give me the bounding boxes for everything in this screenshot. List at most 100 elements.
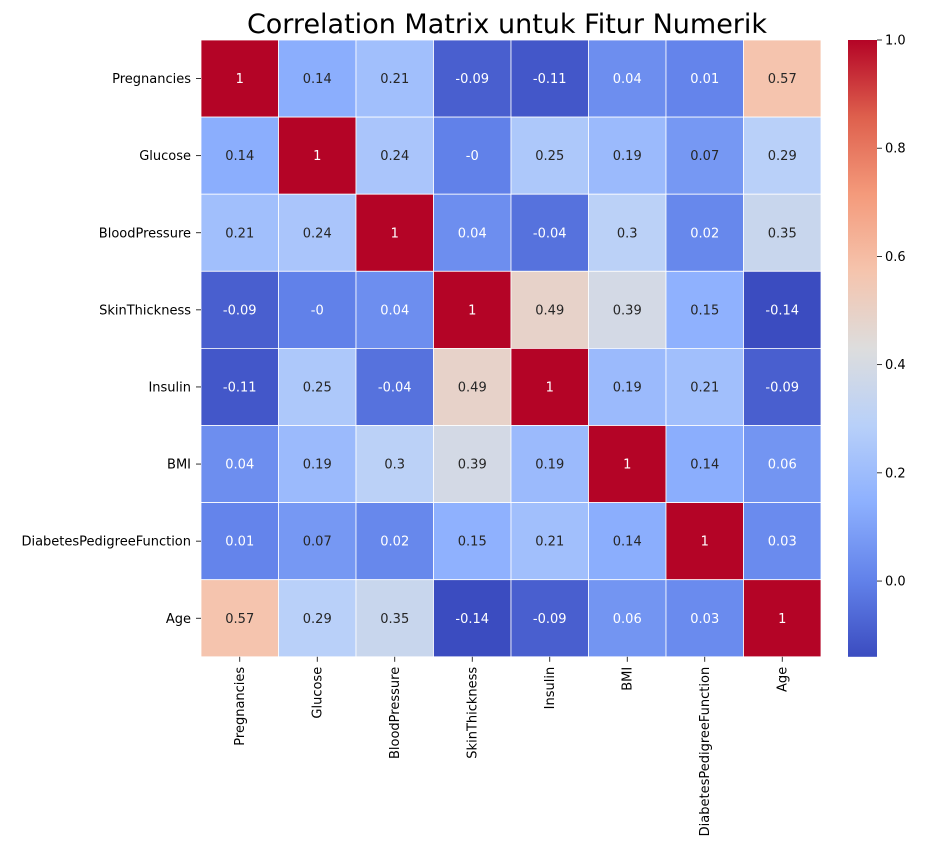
heatmap-cells xyxy=(200,39,822,658)
heatmap-cell-label: 0.04 xyxy=(380,303,409,318)
chart-title: Correlation Matrix untuk Fitur Numerik xyxy=(247,9,767,40)
heatmap-cell xyxy=(510,116,589,195)
x-tick-label: DiabetesPedigreeFunction xyxy=(698,667,713,837)
heatmap-cell-label: 1 xyxy=(623,458,631,473)
heatmap-cell xyxy=(355,193,434,272)
heatmap-cell-label: -0 xyxy=(466,149,479,164)
heatmap-cell xyxy=(588,425,667,503)
x-tick-label: Pregnancies xyxy=(233,667,248,746)
heatmap-cell-label: 0.35 xyxy=(768,226,797,241)
heatmap-cell-label: 0.57 xyxy=(768,72,797,87)
heatmap-cell xyxy=(743,193,822,272)
y-tick-label: BloodPressure xyxy=(99,226,191,241)
heatmap-cell xyxy=(355,347,434,426)
x-axis-tick-labels: Pregnancies Glucose BloodPressure SkinThick… xyxy=(233,656,791,837)
colorbar-tick-label: 1.0 xyxy=(885,34,906,49)
heatmap-cell-label: 0.24 xyxy=(303,226,332,241)
heatmap-cell-label: 1 xyxy=(701,535,709,550)
heatmap-cell-label: 0.14 xyxy=(225,149,254,164)
heatmap-cell-label: -0.09 xyxy=(533,612,567,627)
heatmap-cell xyxy=(665,270,744,349)
heatmap-cell-label: 0.19 xyxy=(613,380,642,395)
heatmap-cell xyxy=(510,193,589,272)
colorbar-tick-label: 0.8 xyxy=(885,142,906,157)
heatmap-cell-label: 0.03 xyxy=(690,612,719,627)
heatmap-cell xyxy=(278,116,357,195)
heatmap-cell-label: -0.11 xyxy=(533,72,567,87)
colorbar-tick-label: 0.4 xyxy=(885,358,906,373)
heatmap-cell xyxy=(200,193,279,272)
heatmap-cell-label: 0.01 xyxy=(225,535,254,550)
heatmap-cell xyxy=(588,347,667,426)
heatmap-cell-label: 1 xyxy=(236,72,244,87)
heatmap-cell xyxy=(433,347,512,426)
heatmap-cell-label: 0.04 xyxy=(458,226,487,241)
heatmap-cell-label: 0.3 xyxy=(384,458,405,473)
heatmap-cell-label: 1 xyxy=(468,303,476,318)
heatmap-cell xyxy=(200,39,279,118)
heatmap-cell xyxy=(433,116,512,195)
heatmap-cell-label: -0.09 xyxy=(455,72,489,87)
heatmap-cell-label: 0.21 xyxy=(225,226,254,241)
heatmap-cell xyxy=(743,347,822,426)
heatmap-cell-label: -0.11 xyxy=(223,380,257,395)
heatmap-cell-label: 0.49 xyxy=(535,303,564,318)
heatmap-cell xyxy=(588,502,667,581)
heatmap-cell-label: 1 xyxy=(778,612,786,627)
heatmap-cell xyxy=(278,502,357,581)
heatmap-cell-label: 0.57 xyxy=(225,612,254,627)
heatmap-cell xyxy=(510,39,589,118)
heatmap-cell-label: 0.07 xyxy=(690,149,719,164)
heatmap-cell-label: -0.09 xyxy=(223,303,257,318)
heatmap-cell-label: 0.3 xyxy=(617,226,638,241)
heatmap-cell-label: 0.14 xyxy=(613,535,642,550)
x-tick-label: Glucose xyxy=(311,667,326,719)
colorbar-tick-labels: 0.0 0.2 0.4 0.6 0.8 1.0 xyxy=(877,34,906,590)
x-tick-label: Insulin xyxy=(543,667,558,710)
heatmap-cell xyxy=(200,502,279,581)
heatmap-cell xyxy=(355,579,434,658)
heatmap-cell-label: -0.04 xyxy=(533,226,567,241)
heatmap-cell xyxy=(433,193,512,272)
heatmap-cell-label: 0.35 xyxy=(380,612,409,627)
heatmap-cell-label: 0.21 xyxy=(380,72,409,87)
heatmap-cell-label: 0.01 xyxy=(690,72,719,87)
heatmap-cell-label: 0.19 xyxy=(613,149,642,164)
y-tick-label: Pregnancies xyxy=(112,72,191,87)
y-tick-label: Glucose xyxy=(139,149,191,164)
x-tick-label: SkinThickness xyxy=(466,667,481,759)
heatmap-cell xyxy=(200,270,279,349)
heatmap-cell xyxy=(355,502,434,581)
heatmap-cell-label: 0.04 xyxy=(613,72,642,87)
heatmap-cell xyxy=(278,425,357,503)
x-tick-label: BMI xyxy=(621,667,636,691)
y-axis-tick-labels: Pregnancies Glucose BloodPressure SkinThick… xyxy=(21,72,201,627)
heatmap-cell xyxy=(510,502,589,581)
heatmap-cell xyxy=(743,579,822,658)
heatmap-cell xyxy=(588,39,667,118)
heatmap-cell-label: 0.25 xyxy=(535,149,564,164)
colorbar-tick-label: 0.6 xyxy=(885,250,906,265)
heatmap-cell-label: 0.25 xyxy=(303,380,332,395)
heatmap-cell-label: 0.15 xyxy=(458,535,487,550)
heatmap-cell xyxy=(355,425,434,503)
heatmap-cell-label: 0.15 xyxy=(690,303,719,318)
heatmap-cell-label: -0.14 xyxy=(455,612,489,627)
x-tick-label: BloodPressure xyxy=(388,667,403,759)
heatmap-cell xyxy=(665,193,744,272)
heatmap-cell-label: 0.06 xyxy=(768,458,797,473)
heatmap-cell xyxy=(510,270,589,349)
heatmap-cell xyxy=(355,270,434,349)
heatmap-cell xyxy=(743,116,822,195)
heatmap-cell-label: -0 xyxy=(311,303,324,318)
heatmap-cell-label: 0.39 xyxy=(458,458,487,473)
heatmap-cell-label: 0.19 xyxy=(535,458,564,473)
heatmap-cell-label: 0.02 xyxy=(380,535,409,550)
heatmap-cell-labels: 1 0.14 0.21 -0.09 -0.11 0.04 0.01 0.57 0.14 1 0.24… xyxy=(223,72,799,627)
heatmap-cell xyxy=(743,502,822,581)
heatmap-cell-label: 0.03 xyxy=(768,535,797,550)
heatmap-cell-label: 0.04 xyxy=(225,458,254,473)
colorbar-tick-label: 0.2 xyxy=(885,466,906,481)
heatmap-cell-label: 0.39 xyxy=(613,303,642,318)
